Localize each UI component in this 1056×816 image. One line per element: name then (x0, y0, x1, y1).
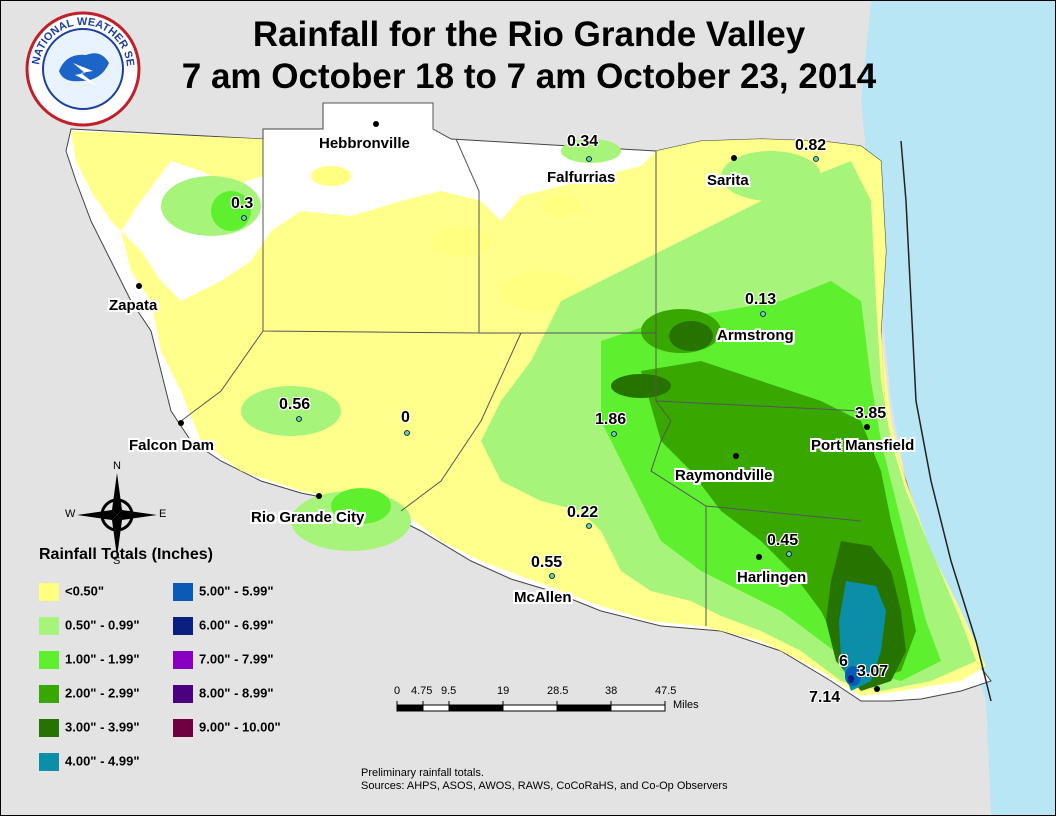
legend-swatch (39, 650, 59, 669)
scale-bar (396, 701, 666, 712)
city-dots (136, 121, 880, 692)
city-label-rio-grande-city: Rio Grande City (251, 509, 365, 526)
compass-west-label: W (65, 508, 76, 520)
map-title-line1: Rainfall for the Rio Grande Valley (252, 15, 806, 54)
notes-line1: Preliminary rainfall totals. (361, 767, 484, 779)
legend-swatch (39, 752, 59, 771)
compass-south-label: S (113, 555, 121, 567)
legend-swatch (39, 718, 59, 737)
rain-value-south: 0.22 (567, 504, 599, 521)
compass-north-label: N (113, 460, 121, 472)
source-notes: Preliminary rainfall totals. Sources: AH… (361, 767, 728, 793)
city-label-falfurrias: Falfurrias (547, 169, 616, 186)
city-label-sarita: Sarita (707, 172, 749, 189)
county-lines (180, 102, 862, 626)
coastline (900, 140, 992, 702)
legend-item: 0.50" - 0.99" (39, 615, 139, 635)
rain-value-mcallen: 0.55 (531, 554, 563, 571)
compass-east-label: E (159, 508, 167, 520)
legend-item: 4.00" - 4.99" (39, 751, 139, 771)
legend-swatch (173, 582, 193, 601)
legend-item: 8.00" - 8.99" (173, 683, 273, 703)
nws-logo (25, 11, 141, 127)
rain-value-center: 0 (401, 409, 410, 426)
rain-value-harlingen: 0.45 (767, 532, 799, 549)
compass-rose (77, 473, 157, 557)
city-label-raymondville: Raymondville (675, 467, 773, 484)
rain-400-499 (839, 581, 886, 691)
scale-tick-1: 4.75 (411, 685, 433, 697)
legend-item: 9.00" - 10.00" (173, 717, 281, 737)
legend-label: 4.00" - 4.99" (65, 753, 140, 769)
scale-tick-3: 19 (497, 685, 510, 697)
legend-swatch (39, 616, 59, 635)
legend-swatch (173, 650, 193, 669)
rain-value-sarita: 0.82 (795, 137, 827, 154)
legend-item: <0.50" (39, 581, 104, 601)
city-label-port-mansfield: Port Mansfield (811, 437, 915, 454)
scale-tick-2: 9.5 (441, 685, 457, 697)
rain-value-edcouch: 1.86 (595, 411, 627, 428)
map-title-line2: 7 am October 18 to 7 am October 23, 2014 (181, 57, 877, 96)
city-label-falcon-dam: Falcon Dam (129, 437, 215, 454)
legend-title: Rainfall Totals (Inches) (39, 546, 213, 563)
legend-swatch (173, 684, 193, 703)
city-label-mcallen: McAllen (514, 589, 572, 606)
notes-line2: Sources: AHPS, ASOS, AWOS, RAWS, CoCoRaH… (361, 780, 728, 792)
legend-label: 9.00" - 10.00" (199, 719, 281, 735)
city-label-zapata: Zapata (109, 297, 158, 314)
rain-value-falfurrias: 0.34 (567, 133, 599, 150)
legend-label: 8.00" - 8.99" (199, 685, 274, 701)
rain-value-port-mansfield: 3.85 (855, 405, 887, 422)
legend-label: 1.00" - 1.99" (65, 651, 140, 667)
city-label-harlingen: Harlingen (737, 569, 807, 586)
scale-tick-5: 38 (605, 685, 618, 697)
gauge-dots (241, 156, 819, 579)
rain-value-zapata-north: 0.3 (231, 195, 254, 212)
scale-tick-4: 28.5 (547, 685, 569, 697)
rain-600-699 (848, 675, 854, 683)
scale-unit-label: Miles (673, 699, 699, 711)
legend-item: 5.00" - 5.99" (173, 581, 273, 601)
legend-swatch (173, 616, 193, 635)
rain-value-west: 0.56 (279, 396, 311, 413)
legend-label: 6.00" - 6.99" (199, 617, 274, 633)
legend-label: 0.50" - 0.99" (65, 617, 140, 633)
scale-tick-6: 47.5 (655, 685, 677, 697)
city-label-armstrong: Armstrong (717, 327, 794, 344)
city-label-hebbronville: Hebbronville (319, 135, 410, 152)
legend-item: 6.00" - 6.99" (173, 615, 273, 635)
legend-swatch (173, 718, 193, 737)
gulf-water (861, 1, 1055, 815)
legend-item: 3.00" - 3.99" (39, 717, 139, 737)
legend-label: <0.50" (65, 583, 105, 599)
legend-label: 3.00" - 3.99" (65, 719, 140, 735)
legend-swatch (39, 684, 59, 703)
legend-item: 1.00" - 1.99" (39, 649, 139, 669)
rain-value-armstrong: 0.13 (745, 291, 777, 308)
legend-label: 7.00" - 7.99" (199, 651, 274, 667)
legend-item: 2.00" - 2.99" (39, 683, 139, 703)
legend-label: 2.00" - 2.99" (65, 685, 140, 701)
legend-item: 7.00" - 7.99" (173, 649, 273, 669)
rain-value-brownsville-a: 6 (839, 653, 848, 670)
rain-value-brownsville-c: 7.14 (809, 689, 841, 706)
scale-tick-0: 0 (394, 685, 401, 697)
rain-value-brownsville-b: 3.07 (857, 663, 889, 680)
legend-label: 5.00" - 5.99" (199, 583, 274, 599)
legend-swatch (39, 582, 59, 601)
